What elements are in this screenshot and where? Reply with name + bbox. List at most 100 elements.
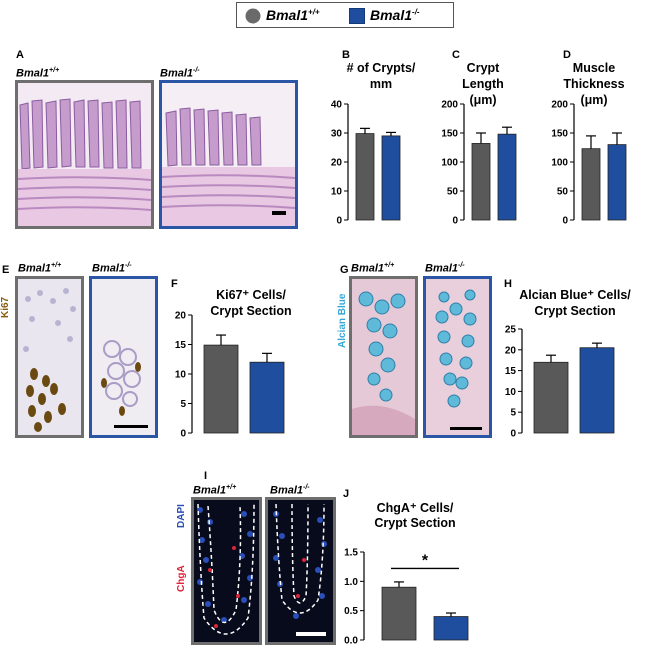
legend-wt-label: Bmal1+/+: [266, 7, 320, 23]
panel-g-ko-label: Bmal1-/-: [425, 262, 465, 275]
panel-g-letter: G: [340, 264, 349, 276]
bar-wt: [355, 133, 375, 221]
bar-ko: [607, 144, 627, 221]
y-tick-label: 150: [441, 129, 458, 140]
y-tick-label: 0: [562, 216, 568, 227]
y-tick-label: 0: [336, 216, 342, 227]
panel-j-letter: J: [343, 488, 350, 500]
scale-bar: [114, 425, 148, 428]
chart-title: Alcian Blue⁺ Cells/Crypt Section: [519, 288, 631, 318]
y-tick-label: 50: [447, 187, 459, 198]
scale-bar: [450, 427, 482, 430]
chart-svg-H: Alcian Blue⁺ Cells/Crypt Section 0 5 10 15 20…: [505, 288, 631, 440]
chart-svg-C: Crypt Length (μm) 0 50 100 150 200: [441, 61, 517, 227]
chart-ki67-cells: Ki67⁺ Cells/Crypt Section 0 5 10 15 20: [170, 285, 320, 445]
y-tick-label: 1.0: [344, 577, 358, 588]
chart-title-line: Muscle: [573, 61, 615, 75]
alcian-stain-label: Alcian Blue: [337, 293, 348, 348]
chga-stain-label: ChgA: [176, 565, 187, 592]
panel-a-wt-micrograph: [15, 80, 154, 229]
chart-chga-cells: ChgA⁺ Cells/Crypt Section 0.0 0.5 1.0 1.5 *: [340, 496, 490, 647]
panel-e-letter: E: [2, 264, 10, 276]
chart-title-line: Length: [462, 77, 504, 91]
chart-title-line: Alcian Blue⁺ Cells/: [519, 288, 631, 302]
panel-f-letter: F: [171, 278, 178, 290]
panel-g-wt-label: Bmal1+/+: [351, 262, 395, 275]
bar-wt: [471, 143, 491, 221]
legend-ko-label: Bmal1-/-: [370, 7, 420, 23]
panel-g-wt-micrograph: [349, 276, 418, 438]
y-tick-label: 20: [505, 345, 517, 356]
bar-wt: [203, 344, 239, 434]
chart-title-line: Thickness: [563, 77, 624, 91]
bar-ko: [433, 616, 469, 641]
panel-g-ko-micrograph: [423, 276, 492, 438]
bar-ko: [579, 347, 615, 434]
y-tick-label: 50: [557, 187, 569, 198]
y-tick-label: 0: [510, 429, 516, 440]
y-tick-label: 10: [175, 370, 187, 381]
y-tick-label: 0.5: [344, 606, 358, 617]
chart-svg-J: ChgA⁺ Cells/Crypt Section 0.0 0.5 1.0 1.5 *: [344, 501, 469, 647]
y-tick-label: 200: [441, 100, 458, 111]
chart-alcian-blue-cells: Alcian Blue⁺ Cells/Crypt Section 0 5 10 15 20…: [500, 285, 650, 445]
bar-ko: [381, 135, 401, 221]
chart-svg-D: Muscle Thickness (μm) 0 50 100 150 200: [551, 61, 627, 227]
panel-e-wt-label: Bmal1+/+: [18, 262, 62, 275]
panel-e-ko-micrograph: [89, 276, 158, 438]
panel-c-letter: C: [452, 49, 460, 61]
y-tick-label: 25: [505, 325, 517, 336]
chart-title-line: (μm): [580, 93, 607, 107]
y-tick-label: 15: [505, 366, 517, 377]
y-tick-label: 100: [551, 158, 568, 169]
chart-title-line: Crypt: [467, 61, 500, 75]
chart-title: Ki67⁺ Cells/Crypt Section: [210, 288, 291, 318]
chart-title-line: Crypt Section: [374, 516, 455, 530]
panel-a-ko-micrograph: [159, 80, 298, 229]
chart-svg-F: Ki67⁺ Cells/Crypt Section 0 5 10 15 20: [175, 288, 292, 440]
chart-title-line: Crypt Section: [534, 304, 615, 318]
chart-title-line: # of Crypts/: [347, 61, 416, 75]
panel-e-wt-micrograph: [15, 276, 84, 438]
panel-d-letter: D: [563, 49, 571, 61]
scale-bar: [272, 211, 286, 215]
panel-a-wt-label: Bmal1+/+: [16, 67, 60, 80]
y-tick-label: 100: [441, 158, 458, 169]
chart-title-line: mm: [370, 77, 392, 91]
chart-svg-B: # of Crypts/mm 0 10 20 30 40: [331, 61, 416, 227]
chart-title-line: Crypt Section: [210, 304, 291, 318]
chart-title: ChgA⁺ Cells/Crypt Section: [374, 501, 455, 530]
y-tick-label: 5: [510, 408, 516, 419]
panel-a-ko-label: Bmal1-/-: [160, 67, 200, 80]
chart-title: Crypt Length (μm): [462, 61, 504, 107]
panel-i-wt-label: Bmal1+/+: [193, 484, 237, 497]
chart-muscle-thickness: Muscle Thickness (μm) 0 50 100 150 200: [538, 60, 650, 230]
wt-legend-marker: [245, 8, 261, 24]
y-tick-label: 5: [180, 399, 186, 410]
y-tick-label: 10: [331, 187, 343, 198]
panel-h-letter: H: [504, 278, 512, 290]
panel-i-wt-micrograph: [191, 497, 262, 645]
y-tick-label: 30: [331, 129, 343, 140]
y-tick-label: 0: [452, 216, 458, 227]
y-tick-label: 20: [331, 158, 343, 169]
dapi-stain-label: DAPI: [176, 504, 187, 528]
bar-wt: [533, 361, 569, 434]
y-tick-label: 20: [175, 311, 187, 322]
chart-crypt-length: Crypt Length (μm) 0 50 100 150 200: [428, 60, 538, 230]
y-tick-label: 10: [505, 387, 517, 398]
y-tick-label: 150: [551, 129, 568, 140]
panel-i-ko-label: Bmal1-/-: [270, 484, 310, 497]
chart-title-line: ChgA⁺ Cells/: [377, 501, 454, 515]
chart-crypts-per-mm: # of Crypts/mm 0 10 20 30 40: [318, 60, 428, 230]
panel-i-letter: I: [204, 470, 208, 482]
scale-bar: [296, 632, 326, 636]
panel-a-letter: A: [16, 49, 24, 61]
bar-ko: [497, 133, 517, 221]
panel-e-ko-label: Bmal1-/-: [92, 262, 132, 275]
y-tick-label: 0: [180, 429, 186, 440]
chart-title: # of Crypts/mm: [347, 61, 416, 91]
panel-b-letter: B: [342, 49, 350, 61]
significance-star: *: [422, 552, 429, 569]
y-tick-label: 0.0: [344, 636, 358, 647]
